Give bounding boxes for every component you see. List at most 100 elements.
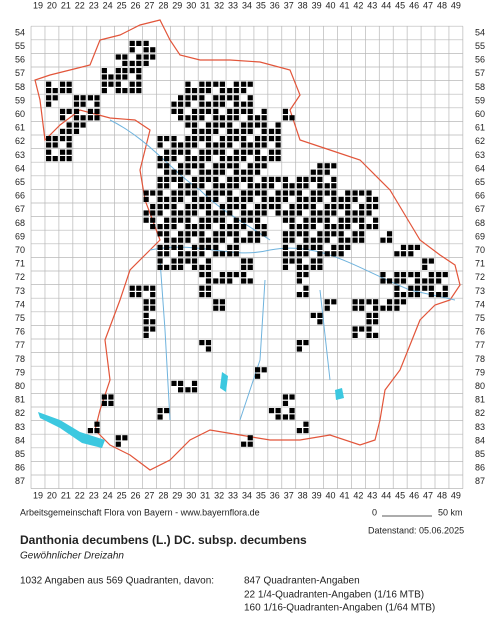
occurrence [227, 95, 233, 101]
row-label: 84 [15, 435, 25, 445]
occurrence [219, 88, 225, 94]
occurrence [261, 367, 267, 373]
occurrence [150, 292, 156, 298]
occurrence [317, 264, 323, 270]
occurrence [317, 190, 323, 196]
occurrence [247, 231, 253, 237]
occurrence [178, 149, 184, 155]
occurrence [324, 204, 330, 210]
column-label: 30 [186, 0, 196, 10]
occurrence [296, 428, 302, 434]
occurrence [373, 196, 379, 202]
occurrence [275, 128, 281, 134]
occurrence [199, 231, 205, 237]
occurrence [317, 210, 323, 216]
occurrence [268, 176, 275, 182]
occurrence [282, 394, 289, 400]
row-label: 62 [15, 136, 25, 146]
occurrence [143, 190, 149, 196]
row-label: 69 [15, 231, 25, 241]
occurrence [150, 326, 156, 332]
occurrence [205, 237, 212, 243]
occurrence [282, 237, 289, 243]
occurrence [178, 142, 184, 148]
occurrence [324, 224, 330, 230]
occurrence [66, 149, 72, 155]
occurrence [205, 346, 212, 352]
occurrence [122, 88, 128, 94]
occurrence [296, 176, 302, 182]
occurrence [400, 278, 407, 284]
occurrence [296, 258, 302, 264]
occurrence [219, 251, 225, 257]
row-label: 77 [475, 340, 485, 350]
occurrence [310, 204, 316, 210]
river [159, 259, 331, 421]
occurrence [171, 380, 177, 386]
occurrence [136, 292, 142, 298]
occurrence [296, 244, 302, 250]
occurrence [296, 204, 302, 210]
occurrence [205, 176, 212, 182]
occurrence [233, 149, 239, 155]
occurrence [317, 183, 323, 189]
row-label: 72 [15, 272, 25, 282]
occurrence [331, 251, 337, 257]
occurrence [101, 88, 107, 94]
column-label: 44 [381, 490, 391, 500]
occurrence [380, 278, 386, 284]
occurrence [282, 264, 289, 270]
occurrence [178, 190, 184, 196]
legend-entry: 22 1/4-Quadranten-Angaben (1/16 MTB) [244, 590, 424, 601]
row-label: 68 [15, 218, 25, 228]
occurrence [185, 81, 191, 87]
occurrence [241, 210, 247, 216]
occurrence [414, 244, 421, 250]
row-label: 56 [475, 55, 485, 65]
occurrence [303, 217, 309, 223]
occurrence [164, 196, 170, 202]
occurrence [191, 176, 198, 182]
occurrence [233, 183, 239, 189]
occurrence [205, 142, 212, 148]
occurrence [268, 149, 275, 155]
occurrence [143, 47, 149, 53]
occurrence [227, 88, 233, 94]
occurrence [150, 47, 156, 53]
occurrence [317, 237, 323, 243]
occurrence [352, 210, 358, 216]
occurrence [233, 231, 239, 237]
occurrence [428, 285, 434, 291]
occurrence [373, 312, 379, 318]
occurrence [268, 183, 275, 189]
row-label: 78 [475, 354, 485, 364]
occurrence [52, 136, 58, 142]
occurrence [213, 299, 219, 305]
occurrence [247, 196, 253, 202]
occurrence [254, 367, 261, 373]
occurrence [73, 128, 80, 134]
occurrence [282, 190, 289, 196]
occurrence [366, 224, 372, 230]
occurrence [233, 163, 239, 169]
occurrence [254, 204, 261, 210]
occurrence [310, 169, 316, 175]
occurrence [213, 183, 219, 189]
occurrence [359, 224, 365, 230]
occurrence [219, 305, 225, 311]
occurrence [171, 258, 177, 264]
occurrence [247, 149, 253, 155]
occurrence [205, 122, 212, 128]
occurrence [191, 387, 198, 393]
occurrence [303, 196, 309, 202]
row-label: 81 [475, 395, 485, 405]
occurrence [191, 204, 198, 210]
occurrence [310, 264, 316, 270]
occurrence [171, 108, 177, 114]
row-label: 83 [475, 422, 485, 432]
occurrence [247, 101, 253, 107]
row-label: 79 [475, 367, 485, 377]
occurrence [352, 190, 358, 196]
occurrence [136, 40, 142, 46]
occurrence [150, 210, 156, 216]
